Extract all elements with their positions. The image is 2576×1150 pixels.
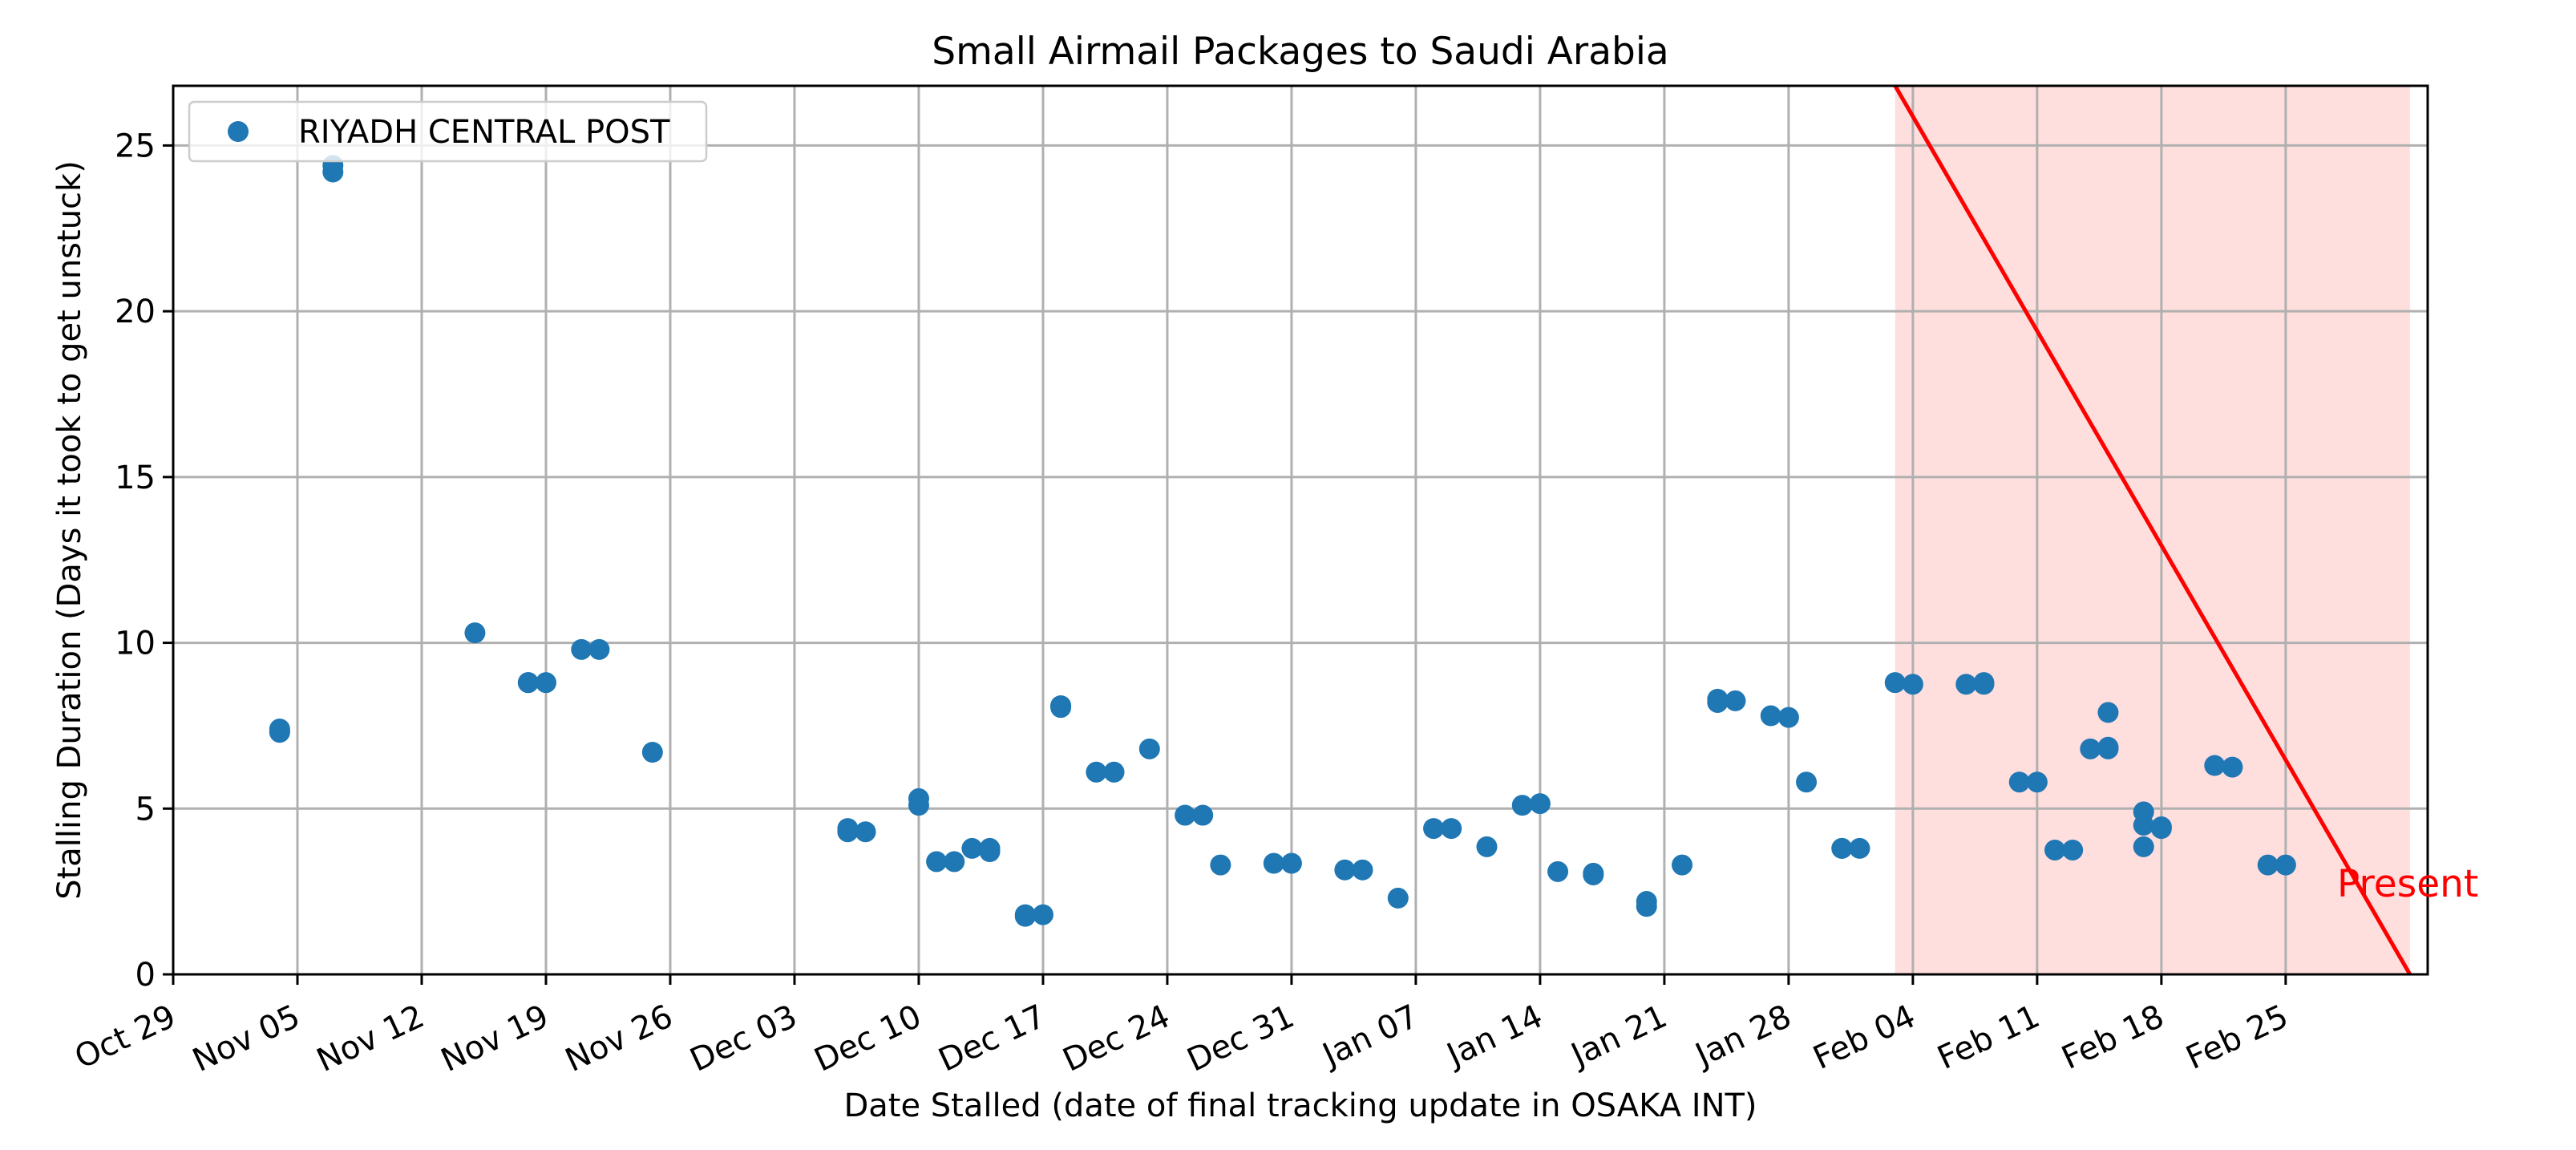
data-point xyxy=(1636,896,1657,917)
data-point xyxy=(641,742,663,763)
data-point xyxy=(2150,818,2172,840)
data-point xyxy=(1175,804,1196,826)
data-point xyxy=(2026,771,2048,793)
data-point xyxy=(535,672,556,694)
data-point xyxy=(926,851,948,873)
data-point-layer xyxy=(269,155,2296,927)
y-tick-label: 10 xyxy=(115,626,156,662)
data-point xyxy=(588,638,610,660)
data-point xyxy=(1086,761,1107,783)
data-point xyxy=(979,841,1001,863)
legend-box xyxy=(188,100,708,163)
legend-label: RIYADH CENTRAL POST xyxy=(298,114,670,151)
data-point xyxy=(2097,736,2119,758)
data-point xyxy=(1032,904,1053,925)
data-point xyxy=(2204,755,2226,776)
data-point xyxy=(1352,859,1373,881)
data-point xyxy=(1547,860,1569,882)
data-point xyxy=(1529,793,1551,815)
data-point xyxy=(1583,864,1604,885)
data-point xyxy=(961,837,983,859)
data-point xyxy=(1263,852,1284,874)
y-axis-label: Stalling Duration (Days it took to get u… xyxy=(51,160,88,900)
data-point xyxy=(1760,705,1781,727)
data-point xyxy=(1192,804,1214,826)
data-point xyxy=(1441,818,1462,840)
plot-frame xyxy=(172,84,2429,976)
data-point xyxy=(1511,795,1533,816)
data-point xyxy=(2062,839,2084,860)
data-point xyxy=(517,672,539,694)
present-label: Present xyxy=(2337,862,2478,906)
data-point xyxy=(1138,738,1160,759)
legend: RIYADH CENTRAL POST xyxy=(188,100,708,163)
data-point xyxy=(908,795,929,816)
data-point xyxy=(1796,771,1818,793)
data-point xyxy=(2257,854,2279,876)
data-point xyxy=(1476,836,1498,857)
data-point xyxy=(1777,707,1799,728)
y-tick-label: 20 xyxy=(115,294,156,330)
data-point xyxy=(1973,672,1995,694)
present-line xyxy=(1893,84,2412,976)
legend-marker xyxy=(228,121,249,142)
data-point xyxy=(1387,887,1409,909)
data-point xyxy=(2222,756,2243,778)
data-point xyxy=(1103,761,1125,783)
y-tick-label: 25 xyxy=(115,128,156,164)
data-point xyxy=(1902,674,1923,695)
y-tick-label: 5 xyxy=(135,791,156,828)
data-point xyxy=(1884,672,1906,694)
data-point xyxy=(2080,738,2101,759)
data-point xyxy=(1672,854,1693,876)
data-point xyxy=(2133,801,2154,823)
chart-title: Small Airmail Packages to Saudi Arabia xyxy=(932,30,1668,74)
data-point xyxy=(1014,905,1036,927)
data-point xyxy=(1955,674,1977,695)
data-point xyxy=(1849,837,1870,859)
x-axis-label: Date Stalled (date of final tracking upd… xyxy=(843,1087,1757,1124)
present-line-layer xyxy=(1893,84,2412,976)
y-tick-label: 15 xyxy=(115,460,156,496)
data-point xyxy=(2008,771,2030,793)
y-tick-label: 0 xyxy=(135,957,156,994)
data-point xyxy=(1050,697,1072,719)
data-point xyxy=(269,720,290,742)
data-point xyxy=(571,638,592,660)
data-point xyxy=(1334,859,1356,881)
data-point xyxy=(1725,690,1746,711)
data-point xyxy=(1831,837,1853,859)
data-point xyxy=(944,851,965,873)
data-point xyxy=(464,622,486,644)
data-point xyxy=(1423,818,1445,840)
data-point xyxy=(2275,854,2296,876)
data-point xyxy=(837,818,859,840)
data-point xyxy=(2097,702,2119,723)
data-point xyxy=(2133,836,2154,857)
data-point xyxy=(1280,852,1302,874)
data-point xyxy=(2044,839,2066,860)
data-point xyxy=(855,821,876,843)
data-point xyxy=(1707,691,1729,713)
data-point xyxy=(1210,854,1231,876)
